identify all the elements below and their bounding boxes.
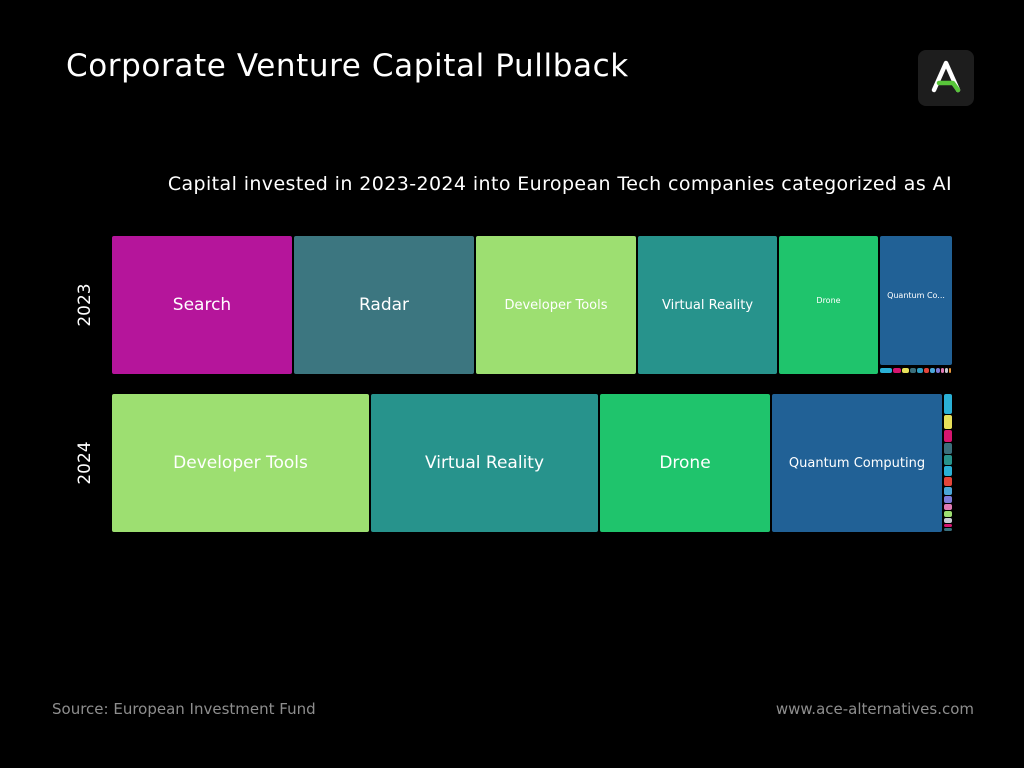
treemap-small-segment[interactable] xyxy=(880,368,892,373)
tile-label: Developer Tools xyxy=(504,297,608,313)
chart-title: Capital invested in 2023-2024 into Europ… xyxy=(167,173,952,195)
treemap-small-segment[interactable] xyxy=(945,368,948,373)
tile-label: Quantum Co... xyxy=(887,291,945,300)
row-label-2024: 2024 xyxy=(75,441,95,485)
treemap-tile-quantum-co[interactable]: Quantum Co... xyxy=(880,236,952,365)
treemap-small-segment[interactable] xyxy=(944,504,952,510)
tile-label: Radar xyxy=(358,295,410,315)
treemap-small-segment[interactable] xyxy=(936,368,940,373)
treemap-small-segment[interactable] xyxy=(944,430,952,442)
treemap-tile-radar[interactable]: Radar xyxy=(294,236,474,374)
treemap-small-segment[interactable] xyxy=(910,368,916,373)
treemap-tile-developer-tools[interactable]: Developer Tools xyxy=(476,236,636,374)
tile-label: Drone xyxy=(816,295,841,305)
treemap-small-segment[interactable] xyxy=(893,368,901,373)
treemap-small-segment[interactable] xyxy=(944,455,952,465)
tile-label: Drone xyxy=(659,453,711,473)
treemap-small-segment[interactable] xyxy=(944,394,952,414)
ace-logo-icon xyxy=(931,60,961,93)
tile-label: Virtual Reality xyxy=(424,453,545,473)
treemap-small-segment[interactable] xyxy=(944,443,952,454)
treemap-small-segment[interactable] xyxy=(944,487,952,495)
treemap-tile-drone[interactable]: Drone xyxy=(779,236,878,374)
treemap-small-segment[interactable] xyxy=(930,368,935,373)
row-label-2023: 2023 xyxy=(75,283,95,327)
treemap-tile-developer-tools[interactable]: Developer Tools xyxy=(112,394,369,532)
treemap-small-segment[interactable] xyxy=(944,511,952,517)
tile-label: Quantum Computing xyxy=(788,455,926,471)
treemap-small-segment[interactable] xyxy=(917,368,923,373)
tile-label: Developer Tools xyxy=(173,453,308,473)
treemap-tile-search[interactable]: Search xyxy=(112,236,292,374)
treemap-tile-quantum-computing[interactable]: Quantum Computing xyxy=(772,394,942,532)
treemap-small-segment[interactable] xyxy=(944,415,952,429)
treemap-small-segment[interactable] xyxy=(924,368,929,373)
treemap-small-segment[interactable] xyxy=(944,524,952,527)
page-title: Corporate Venture Capital Pullback xyxy=(66,48,629,84)
treemap-small-segment[interactable] xyxy=(944,528,952,531)
source-note: Source: European Investment Fund xyxy=(52,700,316,718)
treemap-small-segment[interactable] xyxy=(944,496,952,503)
treemap-small-segment[interactable] xyxy=(944,518,952,523)
treemap-row-2023: Search Radar Developer Tools Virtual Realit… xyxy=(112,236,952,374)
ace-logo xyxy=(918,50,974,106)
treemap-tile-virtual-reality[interactable]: Virtual Reality xyxy=(638,236,777,374)
treemap-small-segment[interactable] xyxy=(902,368,909,373)
website-link[interactable]: www.ace-alternatives.com xyxy=(775,700,974,718)
treemap-small-segment[interactable] xyxy=(949,368,951,373)
treemap-tile-virtual-reality[interactable]: Virtual Reality xyxy=(371,394,598,532)
treemap-small-segment[interactable] xyxy=(941,368,944,373)
tile-label: Virtual Reality xyxy=(661,297,754,313)
treemap-small-segment[interactable] xyxy=(944,466,952,476)
treemap-tile-drone[interactable]: Drone xyxy=(600,394,770,532)
treemap-row-2024: Developer Tools Virtual Reality Drone Quant… xyxy=(112,394,952,532)
treemap-small-segment[interactable] xyxy=(944,477,952,486)
tile-label: Search xyxy=(172,295,232,315)
